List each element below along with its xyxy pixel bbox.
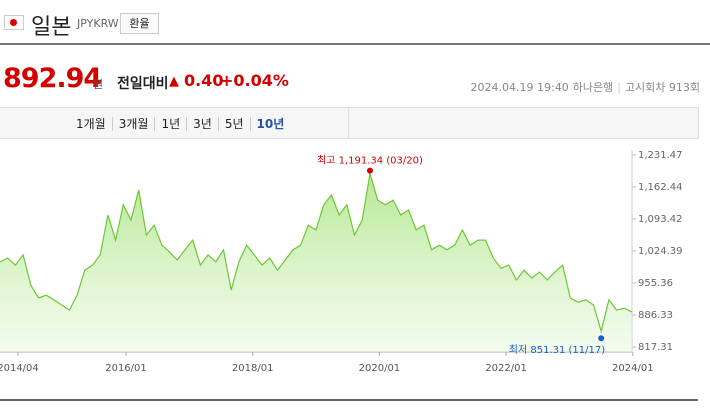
divider	[348, 107, 349, 138]
divider	[0, 399, 698, 401]
change: 0.40	[184, 71, 224, 90]
x-tick-label: 2024/01	[612, 363, 654, 374]
meta: 2024.04.19 19:40 하나은행 | 고시회차 913회	[467, 79, 700, 95]
tab[interactable]: 3개월	[111, 117, 155, 131]
price: 892.94	[3, 63, 102, 94]
chart: 1,231.47 1,162.44 1,093.42 1,024.39 955.36 88…	[0, 150, 683, 374]
tab-list: 1개월 3개월 1년 3년 5년 10년	[70, 115, 291, 132]
y-tick-label: 817.31	[638, 342, 673, 353]
x-tick-label: 2014/04	[0, 363, 39, 374]
y-tick-label: 1,162.44	[638, 182, 683, 193]
currency-code: JPYKRW	[77, 17, 119, 30]
area	[0, 173, 632, 352]
x-tick-label: 2016/01	[105, 363, 147, 374]
up-icon: ▲	[169, 74, 179, 89]
annotation: 최저 851.31 (11/17)	[509, 344, 605, 356]
tab[interactable]: 1년	[154, 117, 187, 131]
y-tick-label: 1,231.47	[638, 150, 683, 161]
datetime: 2024.04.19 19:40	[470, 81, 569, 94]
x-tick-label: 2022/01	[485, 363, 527, 374]
exchange-button[interactable]: 환율	[120, 13, 159, 34]
tab[interactable]: 5년	[217, 117, 250, 131]
flag-icon	[4, 15, 24, 30]
change-label: 전일대비	[117, 76, 169, 92]
round: 고시회차 913회	[624, 81, 700, 94]
tab-bar	[0, 107, 699, 139]
tab[interactable]: 3년	[186, 117, 218, 131]
tab[interactable]: 1개월	[76, 117, 106, 131]
tab[interactable]: 10년	[249, 117, 291, 131]
y-tick-label: 886.33	[638, 310, 673, 321]
divider	[0, 43, 710, 45]
extreme-point	[366, 167, 373, 174]
country: 일본	[31, 15, 72, 40]
unit: 원	[93, 78, 104, 91]
x-tick-label: 2018/01	[232, 363, 274, 374]
y-tick-label: 1,024.39	[638, 246, 683, 257]
y-tick-label: 955.36	[638, 278, 673, 289]
separator: |	[617, 81, 621, 94]
bank: 하나은행	[572, 81, 614, 94]
extreme-point	[598, 335, 605, 342]
y-tick-label: 1,093.42	[638, 214, 683, 225]
x-tick-label: 2020/01	[359, 363, 401, 374]
change-percent: +0.04%	[220, 71, 289, 90]
line	[0, 173, 633, 334]
annotation: 최고 1,191.34 (03/20)	[317, 155, 423, 167]
